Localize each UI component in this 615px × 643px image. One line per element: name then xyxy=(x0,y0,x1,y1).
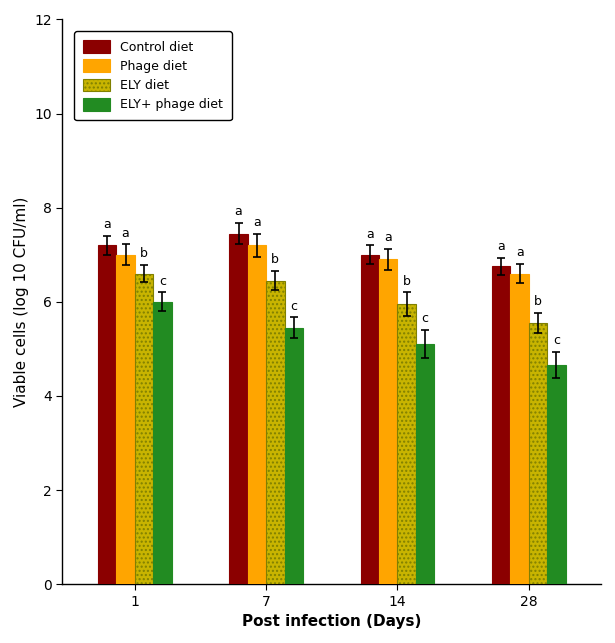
Text: a: a xyxy=(122,226,129,240)
Text: b: b xyxy=(271,253,279,266)
Bar xyxy=(229,233,248,584)
Y-axis label: Viable cells (log 10 CFU/ml): Viable cells (log 10 CFU/ml) xyxy=(14,197,29,407)
Text: a: a xyxy=(384,231,392,244)
Text: a: a xyxy=(103,218,111,231)
Bar xyxy=(492,266,510,584)
Text: c: c xyxy=(159,275,166,287)
Legend: Control diet, Phage diet, ELY diet, ELY+ phage diet: Control diet, Phage diet, ELY diet, ELY+… xyxy=(74,32,232,120)
Bar xyxy=(510,273,529,584)
Bar xyxy=(397,304,416,584)
Bar xyxy=(266,280,285,584)
Bar xyxy=(135,273,153,584)
Text: b: b xyxy=(534,295,542,308)
Bar xyxy=(547,365,566,584)
Text: b: b xyxy=(403,275,411,287)
Text: a: a xyxy=(498,240,505,253)
Bar xyxy=(529,323,547,584)
Bar xyxy=(361,255,379,584)
Text: c: c xyxy=(290,300,297,312)
Text: a: a xyxy=(366,228,374,240)
Text: a: a xyxy=(253,216,261,229)
Text: c: c xyxy=(553,334,560,347)
Bar xyxy=(248,245,266,584)
X-axis label: Post infection (Days): Post infection (Days) xyxy=(242,614,421,629)
Text: c: c xyxy=(421,312,429,325)
Text: a: a xyxy=(235,206,242,219)
Bar xyxy=(116,255,135,584)
Bar xyxy=(416,344,434,584)
Text: a: a xyxy=(516,246,523,259)
Text: b: b xyxy=(140,248,148,260)
Bar xyxy=(285,328,303,584)
Bar xyxy=(379,259,397,584)
Bar xyxy=(153,302,172,584)
Bar xyxy=(98,245,116,584)
